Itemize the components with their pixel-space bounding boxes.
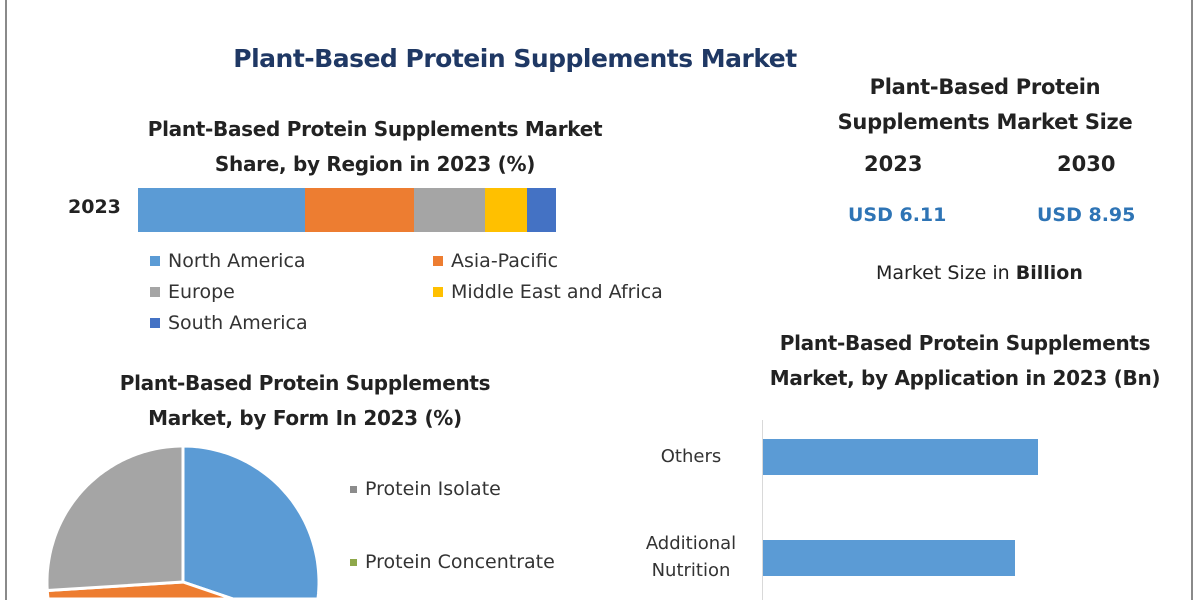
region-legend-item: South America: [150, 312, 308, 334]
value-2023: USD 6.11: [848, 204, 947, 226]
legend-swatch: [433, 256, 443, 266]
legend-swatch: [350, 485, 357, 493]
form-title-line1: Plant-Based Protein Supplements: [119, 371, 491, 395]
main-title: Plant-Based Protein Supplements Market: [233, 44, 797, 73]
region-title-line2: Share, by Region in 2023 (%): [214, 152, 536, 176]
pie-legend-item: Protein Concentrate: [350, 551, 555, 573]
form-title-line2: Market, by Form In 2023 (%): [148, 406, 462, 430]
frame: [5, 0, 1193, 600]
legend-label: South America: [168, 312, 308, 334]
region-legend: North America Asia-Pacific Europe Middle Ea…: [150, 250, 710, 340]
market-size-title-line1: Plant-Based Protein: [869, 75, 1101, 99]
legend-label: North America: [168, 250, 306, 272]
app-label-line: Nutrition: [651, 560, 731, 581]
app-category-label: Additional Nutrition: [640, 530, 742, 584]
legend-swatch: [350, 558, 357, 566]
region-legend-item: Middle East and Africa: [433, 281, 663, 303]
pie-slice: [45, 580, 234, 600]
region-legend-item: Europe: [150, 281, 235, 303]
stack-segment-asia-pacific: [305, 188, 414, 232]
legend-swatch: [433, 287, 443, 297]
market-size-note: Market Size in Billion: [876, 262, 1083, 284]
app-label-line: Others: [660, 446, 722, 467]
year-2030: 2030: [1057, 152, 1116, 176]
form-pie-chart: [45, 444, 321, 600]
stack-segment-south-america: [526, 188, 556, 232]
year-2023: 2023: [864, 152, 923, 176]
legend-swatch: [150, 287, 160, 297]
app-category-label: Others: [640, 443, 742, 470]
stack-segment-middle-east-and-africa: [484, 188, 527, 232]
legend-swatch: [150, 256, 160, 266]
application-title-line2: Market, by Application in 2023 (Bn): [769, 366, 1161, 390]
legend-label: Protein Concentrate: [365, 551, 555, 573]
application-chart-title: Plant-Based Protein Supplements Market, …: [750, 326, 1180, 396]
app-label-line: Additional: [645, 533, 737, 554]
app-axis: [762, 420, 763, 600]
app-bar-others: [763, 439, 1038, 475]
market-size-title-line2: Supplements Market Size: [837, 110, 1133, 134]
pie-slice: [181, 444, 321, 600]
note-prefix: Market Size in: [876, 262, 1016, 284]
pie-legend-item: Protein Isolate: [350, 478, 501, 500]
legend-label: Protein Isolate: [365, 478, 501, 500]
region-chart-title: Plant-Based Protein Supplements Market S…: [100, 112, 650, 182]
note-unit: Billion: [1015, 262, 1083, 284]
region-legend-item: North America: [150, 250, 306, 272]
legend-label: Europe: [168, 281, 235, 303]
region-legend-item: Asia-Pacific: [433, 250, 558, 272]
value-2030: USD 8.95: [1037, 204, 1136, 226]
stack-segment-north-america: [138, 188, 306, 232]
legend-swatch: [150, 318, 160, 328]
form-chart-title: Plant-Based Protein Supplements Market, …: [60, 366, 550, 436]
region-category-label: 2023: [68, 196, 121, 218]
app-bar-additional-nutrition: [763, 540, 1015, 576]
legend-label: Asia-Pacific: [451, 250, 559, 272]
legend-label: Middle East and Africa: [451, 281, 663, 303]
region-stacked-bar: [138, 188, 556, 232]
pie-slice: [45, 444, 185, 593]
application-title-line1: Plant-Based Protein Supplements: [779, 331, 1151, 355]
stack-segment-europe: [413, 188, 485, 232]
market-size-title: Plant-Based Protein Supplements Market S…: [800, 70, 1170, 140]
region-title-line1: Plant-Based Protein Supplements Market: [147, 117, 603, 141]
